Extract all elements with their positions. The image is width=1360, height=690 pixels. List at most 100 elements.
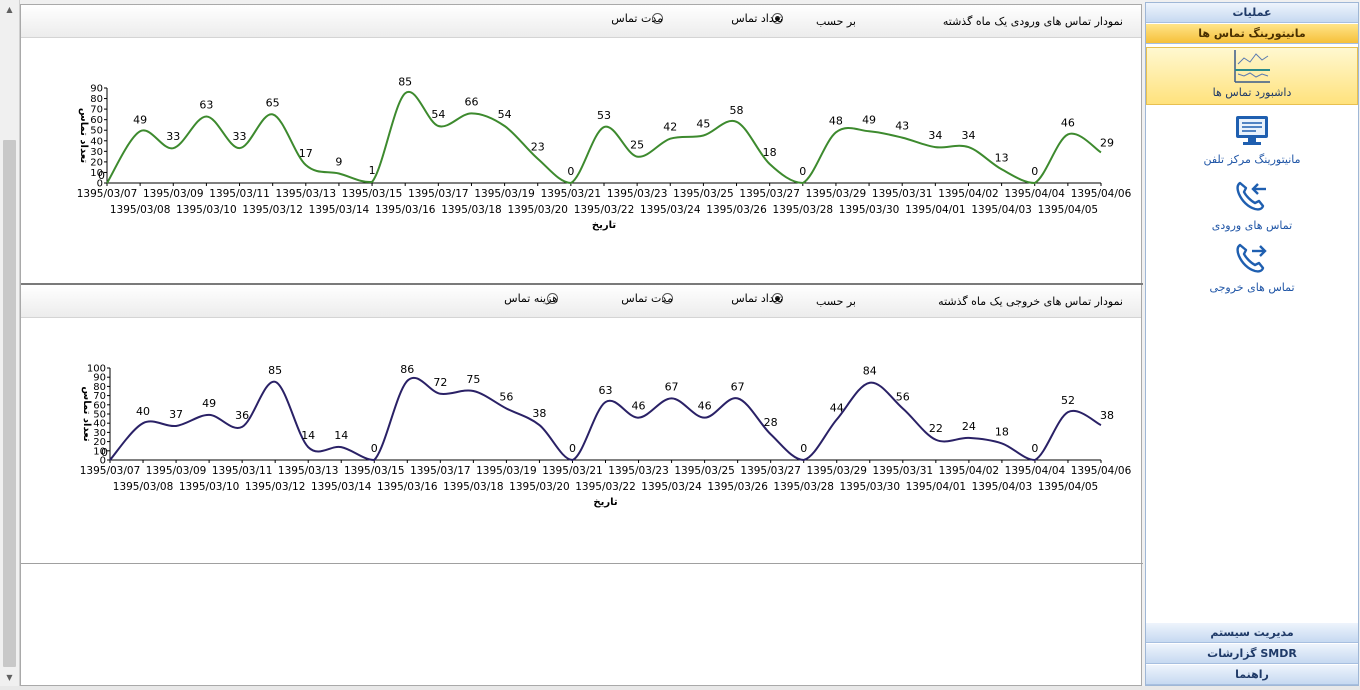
x-tick-label: 1395/03/26 (706, 204, 767, 216)
x-tick-label: 1395/03/18 (441, 204, 502, 216)
dashboard-chart-icon (1234, 50, 1270, 83)
data-label: 23 (531, 141, 545, 154)
scroll-down-icon[interactable]: ▼ (6, 672, 13, 682)
x-tick-label: 1395/04/01 (905, 204, 966, 216)
x-tick-label: 1395/03/23 (607, 188, 668, 200)
x-tick-label: 1395/03/09 (143, 188, 204, 200)
x-tick-label: 1395/03/15 (344, 465, 405, 477)
x-tick-label: 1395/03/20 (507, 204, 568, 216)
x-axis-label: تاریخ (593, 497, 617, 508)
radio-label: تعداد تماس (731, 292, 783, 305)
radio-unchecked-icon[interactable] (662, 293, 673, 304)
by-label: بر حسب (815, 295, 856, 308)
radio-unchecked-icon[interactable] (547, 293, 558, 304)
x-tick-label: 1395/03/24 (641, 481, 702, 493)
radio-checked-icon[interactable] (772, 293, 783, 304)
radio-call-duration[interactable]: مدت تماس (621, 292, 673, 305)
x-tick-label: 1395/03/13 (278, 465, 339, 477)
sidebar-header-help[interactable]: راهنما (1146, 665, 1358, 685)
data-label: 37 (169, 408, 183, 421)
incoming-call-icon (1236, 181, 1266, 211)
data-label: 63 (599, 384, 613, 397)
x-tick-label: 1395/03/14 (311, 481, 372, 493)
status-strip (0, 686, 1360, 690)
sidebar-item-pbx-monitoring[interactable]: مانیتورینگ مرکز تلفن (1146, 113, 1358, 171)
x-tick-label: 1395/03/10 (176, 204, 237, 216)
sidebar-header-operations[interactable]: عملیات (1146, 3, 1358, 23)
x-tick-label: 1395/03/17 (410, 465, 471, 477)
data-label: 53 (597, 109, 611, 122)
y-tick-label: 20 (93, 437, 106, 448)
x-tick-label: 1395/03/08 (110, 204, 171, 216)
data-label: 13 (995, 151, 1009, 164)
data-label: 46 (632, 400, 646, 413)
x-tick-label: 1395/03/11 (212, 465, 273, 477)
radio-label: مدت تماس (611, 12, 663, 25)
x-tick-label: 1395/03/09 (146, 465, 207, 477)
data-label: 63 (199, 99, 213, 112)
x-axis-label: تاریخ (592, 220, 616, 231)
vertical-scrollbar[interactable]: ▲ ▼ (0, 0, 20, 686)
data-label: 52 (1061, 394, 1075, 407)
data-label: 14 (334, 429, 348, 442)
sidebar-header-system-management[interactable]: مدیریت سیستم (1146, 623, 1358, 643)
data-label: 18 (763, 146, 777, 159)
data-label: 14 (301, 429, 315, 442)
radio-call-duration[interactable]: مدت تماس (611, 12, 663, 25)
x-tick-label: 1395/03/22 (575, 481, 636, 493)
x-tick-label: 1395/04/02 (939, 465, 1000, 477)
data-label: 33 (233, 130, 247, 143)
sidebar-item-label: تماس های ورودی (1211, 219, 1293, 232)
sidebar-item-call-dashboard[interactable]: داشبورد تماس ها (1146, 47, 1358, 105)
data-label: 56 (896, 390, 910, 403)
data-label: 85 (398, 75, 412, 88)
data-label: 46 (698, 400, 712, 413)
x-tick-label: 1395/03/16 (375, 204, 436, 216)
sidebar-item-outgoing-calls[interactable]: تماس های خروجی (1146, 241, 1358, 299)
sidebar-item-incoming-calls[interactable]: تماس های ورودی (1146, 179, 1358, 237)
x-tick-label: 1395/04/01 (906, 481, 967, 493)
data-label: 1 (369, 164, 376, 177)
data-label: 40 (136, 405, 150, 418)
radio-call-count[interactable]: تعداد تماس (731, 292, 783, 305)
y-tick-label: 60 (93, 400, 106, 411)
data-label: 54 (431, 108, 445, 121)
radio-call-count[interactable]: تعداد تماس (731, 12, 783, 25)
x-tick-label: 1395/04/06 (1071, 465, 1132, 477)
y-tick-label: 90 (93, 373, 106, 384)
scroll-up-icon[interactable]: ▲ (6, 4, 13, 14)
x-tick-label: 1395/03/21 (542, 465, 603, 477)
scrollbar-thumb[interactable] (3, 140, 16, 667)
radio-checked-icon[interactable] (772, 13, 783, 24)
sidebar-header-smdr-reports[interactable]: گزارشات SMDR (1146, 644, 1358, 664)
radio-unchecked-icon[interactable] (652, 13, 663, 24)
x-tick-label: 1395/03/27 (740, 465, 801, 477)
outgoing-calls-panel: نمودار تماس های خروجی یک ماه گذشته بر حس… (21, 285, 1143, 563)
data-label: 0 (800, 442, 807, 455)
x-tick-label: 1395/03/29 (806, 188, 867, 200)
sidebar-header-call-monitoring[interactable]: مانیتورینگ تماس ها (1146, 24, 1358, 44)
x-tick-label: 1395/03/22 (574, 204, 635, 216)
x-tick-label: 1395/03/25 (673, 188, 734, 200)
data-label: 44 (830, 402, 844, 415)
x-tick-label: 1395/03/20 (509, 481, 570, 493)
x-tick-label: 1395/03/15 (342, 188, 403, 200)
outgoing-call-icon (1236, 243, 1267, 273)
data-label: 49 (133, 113, 147, 126)
y-tick-label: 90 (90, 84, 103, 95)
radio-label: تعداد تماس (731, 12, 783, 25)
data-label: 34 (961, 129, 975, 142)
data-label: 34 (928, 129, 942, 142)
radio-call-cost[interactable]: هزینه تماس (504, 292, 558, 305)
data-label: 18 (995, 425, 1009, 438)
data-label: 48 (829, 114, 843, 127)
incoming-panel-header: نمودار تماس های ورودی یک ماه گذشته بر حس… (21, 5, 1141, 38)
series-line (109, 376, 1102, 462)
data-label: 0 (1031, 165, 1038, 178)
x-tick-label: 1395/03/31 (873, 465, 934, 477)
data-label: 38 (532, 407, 546, 420)
data-label: 86 (400, 363, 414, 376)
data-label: 0 (1031, 442, 1038, 455)
x-tick-label: 1395/04/03 (971, 204, 1032, 216)
